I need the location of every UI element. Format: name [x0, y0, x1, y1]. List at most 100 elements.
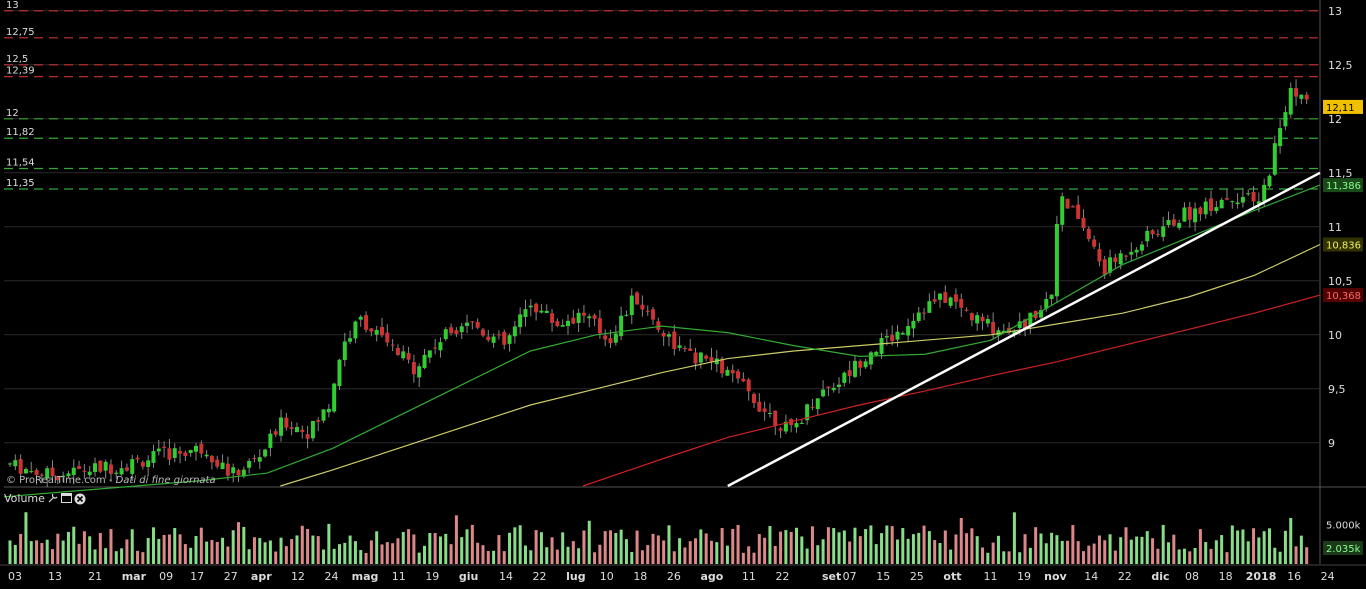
candle-body	[342, 341, 347, 360]
candle-body	[645, 310, 650, 312]
candle-body	[518, 314, 523, 328]
volume-bar	[523, 545, 527, 564]
volume-last-label: 2.035k	[1326, 544, 1361, 555]
volume-bar	[189, 547, 193, 564]
volume-bar	[635, 530, 639, 564]
volume-bar	[35, 540, 39, 564]
watermark: © ProRealTime.com - Dati di fine giornat…	[6, 475, 216, 486]
price-tick-label: 13	[1328, 5, 1342, 18]
volume-bar	[215, 541, 219, 564]
wrench-icon[interactable]	[48, 493, 58, 503]
candle-body	[50, 467, 55, 477]
candle-body	[108, 464, 113, 474]
window-icon[interactable]	[60, 493, 72, 503]
price-tick-label: 11,5	[1328, 167, 1353, 180]
volume-bar	[433, 533, 437, 564]
volume-bar	[417, 552, 421, 564]
volume-bar	[1060, 540, 1064, 564]
x-axis-label: 11	[742, 570, 756, 583]
candle-body	[337, 359, 342, 387]
level-label: 12,5	[6, 54, 28, 65]
candle-body	[273, 431, 278, 435]
volume-bar	[539, 532, 543, 564]
x-axis-label: ago	[701, 570, 724, 583]
volume-bar	[295, 535, 299, 564]
candle-body	[1054, 223, 1059, 297]
volume-bar	[343, 542, 347, 564]
candle-body	[1187, 206, 1192, 220]
candle-body	[1198, 207, 1203, 215]
x-axis-label: mag	[352, 570, 379, 583]
volume-bar	[1044, 543, 1048, 564]
volume-bar	[513, 527, 517, 564]
candle-body	[289, 427, 294, 429]
candle-body	[906, 326, 911, 336]
candle-body	[364, 315, 369, 330]
volume-bar	[481, 545, 485, 564]
volume-bar	[529, 550, 533, 564]
last-value-label: 10,368	[1326, 291, 1361, 302]
volume-bar	[194, 536, 198, 564]
volume-bar	[1140, 536, 1144, 564]
volume-bar	[454, 515, 458, 564]
level-label: 11,54	[6, 157, 35, 168]
candle-body	[140, 462, 145, 467]
volume-bar	[826, 527, 830, 564]
volume-bar	[66, 531, 70, 564]
volume-bar	[864, 529, 868, 564]
volume-bar	[375, 531, 379, 564]
candle-body	[975, 315, 980, 324]
volume-bar	[1151, 538, 1155, 564]
candle-body	[544, 310, 549, 314]
candle-body	[220, 462, 225, 469]
x-axis-label: 10	[600, 570, 614, 583]
volume-bar	[353, 541, 357, 564]
volume-bar	[555, 549, 559, 564]
x-axis-label: 09	[159, 570, 173, 583]
candle-body	[842, 372, 847, 383]
candle-body	[66, 473, 71, 477]
volume-bar	[13, 544, 17, 564]
volume-bar	[561, 532, 565, 564]
volume-bar	[407, 529, 411, 564]
candle-body	[449, 327, 454, 334]
candle-body	[209, 455, 214, 463]
candle-body	[374, 329, 379, 335]
volume-bar	[226, 546, 230, 564]
candle-body	[741, 378, 746, 382]
volume-bar	[1145, 531, 1149, 564]
close-icon[interactable]	[74, 493, 86, 505]
candle-body	[1214, 207, 1219, 212]
volume-bar	[1156, 548, 1160, 564]
candle-body	[1145, 230, 1150, 242]
candle-body	[597, 318, 602, 334]
x-axis-label: 13	[48, 570, 62, 583]
volume-bar	[178, 534, 182, 564]
trendline	[727, 171, 1321, 488]
candle-body	[964, 309, 969, 311]
candle-body	[252, 457, 257, 460]
x-axis-label: 15	[876, 570, 890, 583]
candle-body	[619, 315, 624, 337]
volume-bar	[917, 532, 921, 564]
ma-long-line	[582, 294, 1321, 487]
volume-bar	[502, 551, 506, 564]
candle-body	[874, 351, 879, 355]
candle-body	[677, 345, 682, 348]
x-axis-label: dic	[1151, 570, 1169, 583]
candle-body	[1124, 255, 1128, 257]
volume-bar	[965, 533, 969, 564]
volume-bar	[890, 526, 894, 564]
volume-bar	[1220, 535, 1224, 564]
candle-body	[263, 449, 268, 457]
volume-bar	[1161, 524, 1165, 564]
x-axis-label: 22	[775, 570, 789, 583]
volume-bar	[949, 549, 953, 564]
candle-body	[103, 461, 108, 471]
volume-bar	[221, 537, 225, 564]
candle-body	[8, 463, 12, 465]
volume-bar	[1305, 547, 1309, 564]
candle-body	[194, 445, 198, 452]
